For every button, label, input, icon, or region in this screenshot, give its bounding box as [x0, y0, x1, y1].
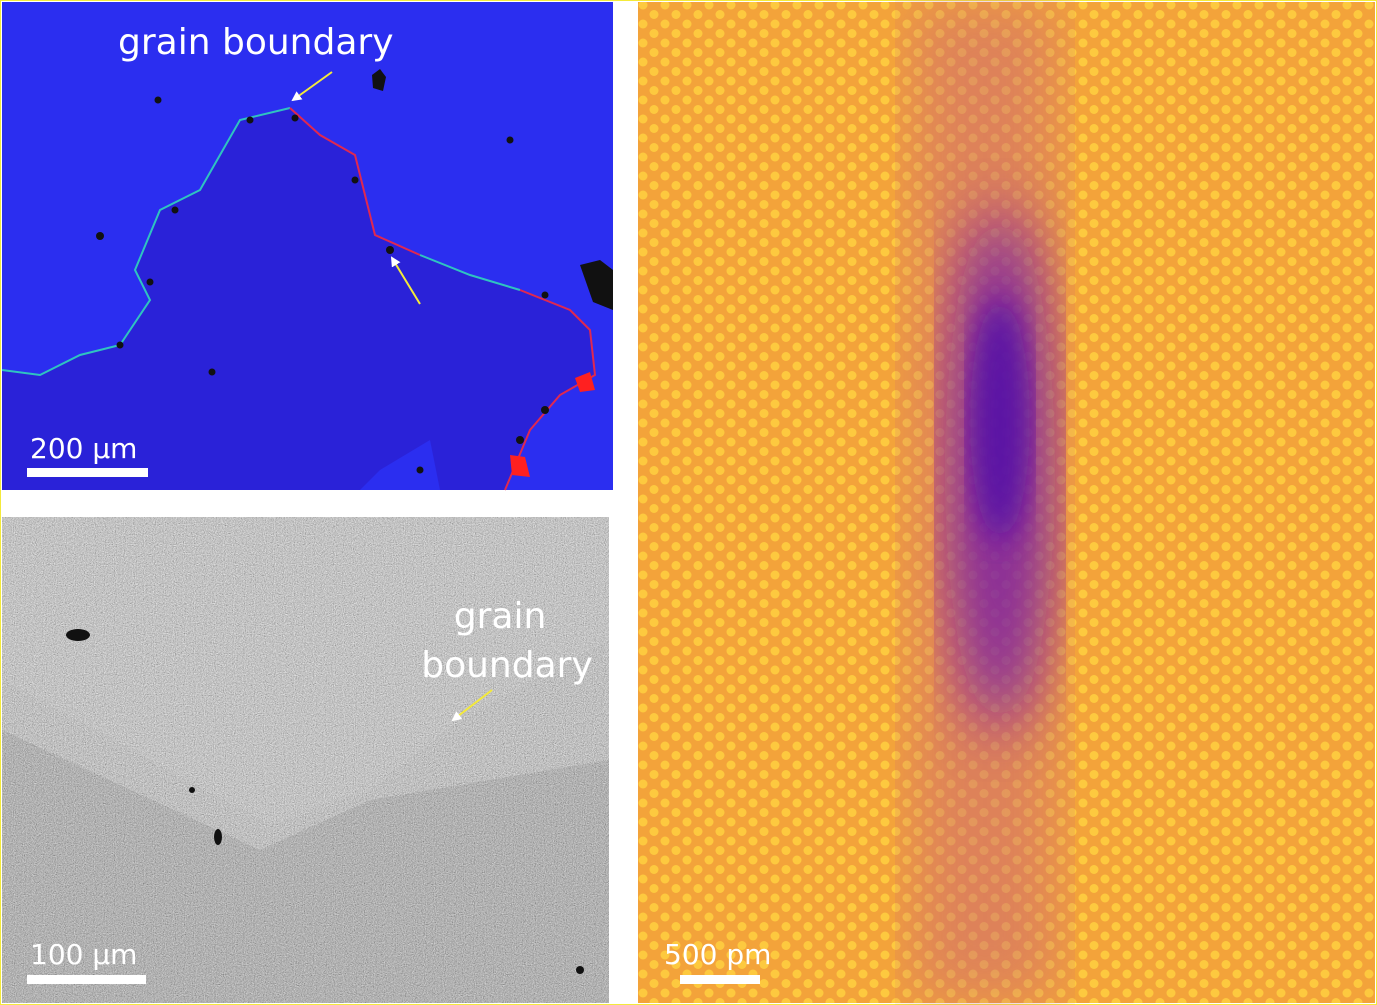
annotation: boundary	[421, 645, 593, 686]
annotation: grain boundary	[118, 22, 394, 63]
sem-panel: grain boundary 100 µm	[2, 517, 609, 1003]
ebsd-panel: grain boundary 200 µm	[1, 2, 613, 491]
scale-label: 100 µm	[30, 938, 137, 971]
stem-panel: 500 pm	[638, 2, 1375, 1003]
scale-label: 500 pm	[664, 938, 771, 971]
scale-label: 200 µm	[30, 432, 137, 465]
annotation: grain	[454, 596, 547, 637]
